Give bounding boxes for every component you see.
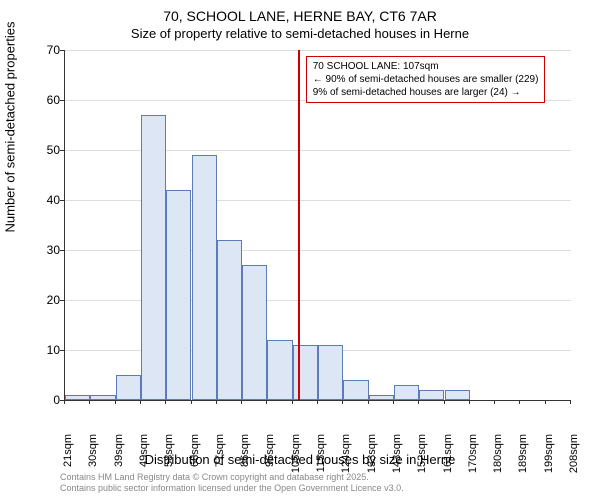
x-tick-label: 180sqm [492,434,504,478]
y-tick-label: 60 [30,93,60,107]
x-tick-mark [140,400,141,404]
y-tick-label: 0 [30,393,60,407]
x-tick-mark [241,400,242,404]
x-tick-label: 199sqm [543,434,555,478]
histogram-bar [65,395,90,400]
histogram-chart: 70, SCHOOL LANE, HERNE BAY, CT6 7AR Size… [0,0,600,500]
histogram-bar [318,345,343,400]
x-tick-mark [545,400,546,404]
annotation-line3: 9% of semi-detached houses are larger (2… [313,86,539,99]
x-tick-label: 58sqm [163,434,175,478]
histogram-bar [166,190,191,400]
x-tick-label: 21sqm [62,434,74,478]
y-tick-label: 40 [30,193,60,207]
x-tick-label: 143sqm [391,434,403,478]
y-tick-label: 50 [30,143,60,157]
x-tick-label: 189sqm [517,434,529,478]
x-tick-label: 133sqm [366,434,378,478]
footer-line1: Contains HM Land Registry data © Crown c… [60,472,404,483]
histogram-bar [192,155,217,400]
x-tick-mark [444,400,445,404]
grid-line [65,50,571,51]
x-tick-mark [292,400,293,404]
x-tick-label: 39sqm [113,434,125,478]
y-tick-mark [60,350,64,351]
histogram-bar [419,390,444,400]
x-tick-label: 152sqm [416,434,428,478]
x-tick-mark [570,400,571,404]
histogram-bar [90,395,115,400]
y-tick-mark [60,300,64,301]
histogram-bar [445,390,470,400]
y-tick-mark [60,250,64,251]
x-tick-label: 86sqm [239,434,251,478]
x-tick-mark [494,400,495,404]
y-tick-label: 30 [30,243,60,257]
y-tick-mark [60,100,64,101]
histogram-bar [217,240,242,400]
x-tick-label: 161sqm [442,434,454,478]
x-tick-mark [393,400,394,404]
y-tick-label: 10 [30,343,60,357]
x-tick-mark [89,400,90,404]
x-tick-mark [342,400,343,404]
histogram-bar [242,265,267,400]
x-tick-mark [469,400,470,404]
y-tick-mark [60,200,64,201]
histogram-bar [369,395,394,400]
x-tick-mark [64,400,65,404]
x-tick-mark [418,400,419,404]
chart-title-line1: 70, SCHOOL LANE, HERNE BAY, CT6 7AR [0,8,600,24]
x-tick-label: 68sqm [189,434,201,478]
x-tick-label: 170sqm [467,434,479,478]
x-tick-label: 105sqm [290,434,302,478]
x-tick-label: 208sqm [568,434,580,478]
histogram-bar [293,345,318,400]
x-tick-label: 49sqm [138,434,150,478]
annotation-box: 70 SCHOOL LANE: 107sqm ← 90% of semi-det… [306,56,546,103]
footer-line2: Contains public sector information licen… [60,483,404,494]
annotation-line1: 70 SCHOOL LANE: 107sqm [313,60,539,73]
y-axis-label: Number of semi-detached properties [3,22,18,233]
histogram-bar [141,115,166,400]
y-tick-label: 70 [30,43,60,57]
x-tick-mark [368,400,369,404]
y-tick-label: 20 [30,293,60,307]
x-tick-mark [216,400,217,404]
x-tick-label: 115sqm [315,434,327,478]
x-tick-mark [115,400,116,404]
x-tick-label: 96sqm [264,434,276,478]
x-tick-label: 77sqm [214,434,226,478]
y-tick-mark [60,50,64,51]
x-tick-mark [165,400,166,404]
x-tick-mark [191,400,192,404]
histogram-bar [394,385,419,400]
histogram-bar [116,375,141,400]
x-tick-label: 30sqm [87,434,99,478]
y-tick-mark [60,150,64,151]
x-tick-mark [519,400,520,404]
marker-line [298,50,300,400]
x-tick-mark [266,400,267,404]
histogram-bar [267,340,292,400]
chart-title-line2: Size of property relative to semi-detach… [0,26,600,41]
x-tick-mark [317,400,318,404]
plot-area: 70 SCHOOL LANE: 107sqm ← 90% of semi-det… [64,50,571,401]
annotation-line2: ← 90% of semi-detached houses are smalle… [313,73,539,86]
histogram-bar [343,380,368,400]
x-tick-label: 124sqm [340,434,352,478]
chart-footer: Contains HM Land Registry data © Crown c… [60,472,404,494]
